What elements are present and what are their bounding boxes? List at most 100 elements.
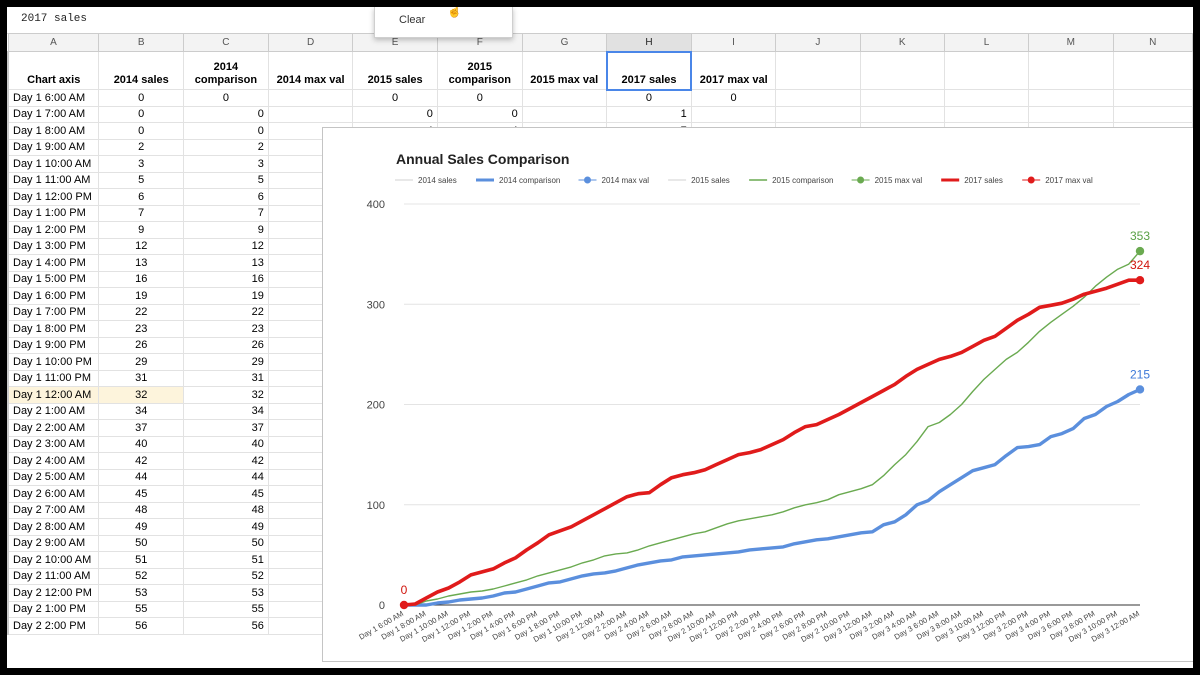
data-cell[interactable]: 44 <box>98 468 184 486</box>
row-label-cell[interactable]: Day 1 7:00 AM <box>7 105 100 123</box>
data-cell[interactable] <box>1112 89 1193 107</box>
data-cell[interactable]: 9 <box>98 221 184 239</box>
chart-panel[interactable]: Annual Sales Comparison 2014 sales 2014 c… <box>322 127 1193 662</box>
row-label-cell[interactable]: Day 1 9:00 AM <box>7 138 100 156</box>
data-cell[interactable]: 49 <box>182 518 269 536</box>
data-cell[interactable] <box>859 89 945 107</box>
data-cell[interactable]: 37 <box>98 419 184 437</box>
row-label-cell[interactable]: Day 2 7:00 AM <box>7 501 100 519</box>
data-cell[interactable]: 19 <box>182 287 269 305</box>
data-cell[interactable]: 9 <box>182 221 269 239</box>
row-label-cell[interactable]: Day 2 8:00 AM <box>7 518 100 536</box>
row-label-cell[interactable]: Day 2 2:00 AM <box>7 419 100 437</box>
data-cell[interactable]: 52 <box>98 567 184 585</box>
data-cell[interactable] <box>859 105 945 123</box>
column-header-k[interactable]: K <box>859 33 945 52</box>
data-cell[interactable]: 42 <box>98 452 184 470</box>
data-cell[interactable] <box>1028 105 1114 123</box>
row-label-cell[interactable]: Day 2 2:00 PM <box>7 617 100 635</box>
data-cell[interactable]: 12 <box>98 237 184 255</box>
data-cell[interactable] <box>943 105 1030 123</box>
data-cell[interactable]: 0 <box>436 105 523 123</box>
data-cell[interactable]: 0 <box>98 122 184 140</box>
data-cell[interactable]: 53 <box>182 584 269 602</box>
row-label-cell[interactable]: Day 2 9:00 AM <box>7 534 100 552</box>
row-label-cell[interactable]: Day 2 1:00 AM <box>7 402 100 420</box>
row-label-cell[interactable]: Day 1 11:00 PM <box>7 369 100 387</box>
data-cell[interactable]: 0 <box>182 105 269 123</box>
data-cell[interactable]: 51 <box>98 551 184 569</box>
row-label-cell[interactable]: Day 1 3:00 PM <box>7 237 100 255</box>
data-cell[interactable]: 48 <box>182 501 269 519</box>
data-cell[interactable]: 12 <box>182 237 269 255</box>
column-header-n[interactable]: N <box>1112 33 1193 52</box>
data-cell[interactable]: 26 <box>98 336 184 354</box>
data-cell[interactable]: 6 <box>182 188 269 206</box>
data-cell[interactable] <box>775 89 861 107</box>
legend-item[interactable]: 2017 sales <box>941 176 1003 185</box>
header-cell-n[interactable] <box>1112 51 1193 90</box>
row-label-cell[interactable]: Day 1 2:00 PM <box>7 221 100 239</box>
data-cell[interactable]: 2 <box>182 138 269 156</box>
data-cell[interactable] <box>1028 89 1114 107</box>
data-cell[interactable]: 32 <box>182 386 269 404</box>
data-cell[interactable]: 13 <box>98 254 184 272</box>
header-cell-i[interactable]: 2017 max val <box>690 51 777 90</box>
formula-bar-value[interactable]: 2017 sales <box>21 13 88 25</box>
data-cell[interactable] <box>690 105 777 123</box>
data-cell[interactable]: 56 <box>182 617 269 635</box>
data-cell[interactable]: 44 <box>182 468 269 486</box>
row-label-cell[interactable]: Day 1 5:00 PM <box>7 270 100 288</box>
row-label-cell[interactable]: Day 1 4:00 PM <box>7 254 100 272</box>
header-cell-l[interactable] <box>943 51 1030 90</box>
data-cell[interactable]: 16 <box>98 270 184 288</box>
data-cell[interactable] <box>943 89 1030 107</box>
header-cell-g[interactable]: 2015 max val <box>521 51 608 90</box>
column-header-a[interactable]: A <box>7 33 100 52</box>
column-header-i[interactable]: I <box>690 33 777 52</box>
row-label-cell[interactable]: Day 1 8:00 PM <box>7 320 100 338</box>
data-cell[interactable]: 0 <box>182 122 269 140</box>
data-cell[interactable]: 5 <box>98 171 184 189</box>
column-header-h[interactable]: H <box>606 33 692 52</box>
data-cell[interactable]: 31 <box>182 369 269 387</box>
data-cell[interactable]: 53 <box>98 584 184 602</box>
legend-item[interactable]: 2017 max val <box>1022 176 1093 185</box>
data-cell[interactable]: 50 <box>98 534 184 552</box>
data-cell[interactable]: 45 <box>182 485 269 503</box>
data-cell[interactable]: 0 <box>182 89 269 107</box>
data-cell[interactable]: 22 <box>98 303 184 321</box>
data-cell[interactable]: 0 <box>98 89 184 107</box>
header-cell-k[interactable] <box>859 51 945 90</box>
data-cell[interactable] <box>775 105 861 123</box>
row-label-cell[interactable]: Day 1 10:00 PM <box>7 353 100 371</box>
data-cell[interactable]: 13 <box>182 254 269 272</box>
legend-item[interactable]: 2015 sales <box>668 176 730 185</box>
column-header-c[interactable]: C <box>182 33 269 52</box>
data-cell[interactable]: 50 <box>182 534 269 552</box>
data-cell[interactable]: 40 <box>98 435 184 453</box>
header-cell-e[interactable]: 2015 sales <box>352 51 438 90</box>
data-cell[interactable]: 0 <box>606 89 692 107</box>
data-cell[interactable]: 19 <box>98 287 184 305</box>
data-cell[interactable]: 42 <box>182 452 269 470</box>
data-cell[interactable]: 40 <box>182 435 269 453</box>
data-cell[interactable] <box>521 89 608 107</box>
data-cell[interactable]: 49 <box>98 518 184 536</box>
header-cell-h[interactable]: 2017 sales <box>605 50 693 91</box>
data-cell[interactable]: 3 <box>182 155 269 173</box>
data-cell[interactable]: 31 <box>98 369 184 387</box>
data-cell[interactable]: 29 <box>98 353 184 371</box>
data-cell[interactable]: 1 <box>606 105 692 123</box>
legend-item[interactable]: 2014 sales <box>395 176 457 185</box>
data-cell[interactable] <box>267 105 354 123</box>
data-cell[interactable]: 16 <box>182 270 269 288</box>
data-cell[interactable]: 7 <box>98 204 184 222</box>
data-cell[interactable]: 22 <box>182 303 269 321</box>
header-cell-f[interactable]: 2015 comparison <box>436 51 523 90</box>
line-chart[interactable]: Annual Sales Comparison 2014 sales 2014 c… <box>323 128 1193 661</box>
data-cell[interactable]: 0 <box>352 105 438 123</box>
data-cell[interactable]: 26 <box>182 336 269 354</box>
row-label-cell[interactable]: Day 2 10:00 AM <box>7 551 100 569</box>
data-cell[interactable]: 48 <box>98 501 184 519</box>
